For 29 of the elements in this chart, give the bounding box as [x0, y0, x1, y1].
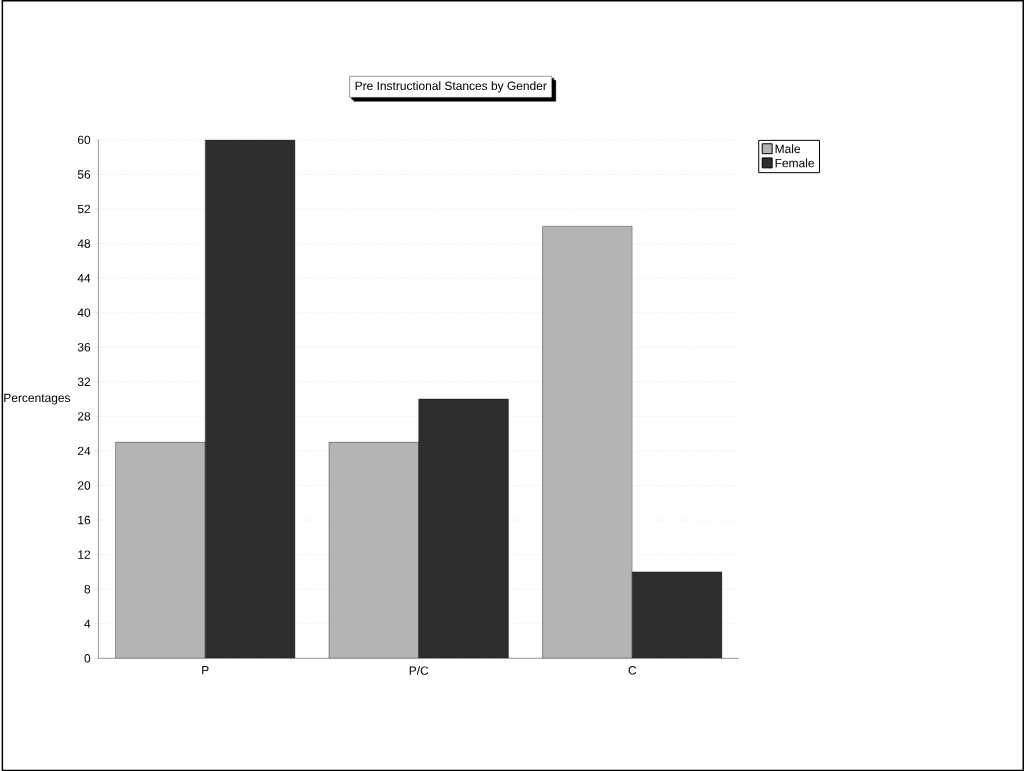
bar: [418, 399, 509, 659]
y-tick-label: 48: [77, 239, 91, 248]
y-tick-label: 12: [78, 550, 91, 559]
y-tick-label: 56: [77, 170, 91, 179]
chart-title: Pre Instructional Stances by Gender: [355, 81, 547, 93]
x-tick-label: P: [202, 666, 209, 675]
x-tick-label: P/C: [409, 666, 429, 675]
y-tick-label: 4: [84, 619, 91, 628]
y-tick-label: 16: [78, 515, 91, 525]
legend-label: Male: [775, 144, 801, 154]
y-tick-label: 0: [84, 654, 91, 663]
y-tick-label: 28: [77, 412, 91, 421]
bar: [115, 442, 206, 659]
legend-label: Female: [775, 158, 814, 168]
y-tick-label: 20: [77, 481, 91, 490]
y-tick-label: 44: [77, 273, 91, 283]
bar: [205, 139, 295, 659]
y-tick-label: 40: [77, 308, 91, 317]
y-tick-label: 60: [77, 135, 91, 145]
bar: [632, 571, 723, 659]
y-tick-label: 24: [77, 446, 91, 456]
bar: [329, 442, 419, 659]
y-tick-label: 8: [84, 584, 91, 594]
y-tick-label: 36: [77, 342, 91, 352]
y-tick-label: 52: [77, 204, 91, 214]
x-tick-label: C: [628, 666, 637, 675]
y-tick-label: 32: [77, 377, 91, 386]
y-axis-title: Percentages: [4, 393, 71, 405]
bar: [542, 226, 633, 659]
